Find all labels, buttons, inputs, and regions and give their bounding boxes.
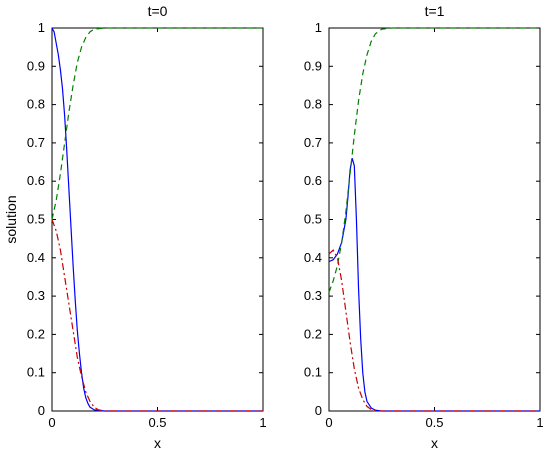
panel-right: 0 0.1 0.2 0.3 0.4 0.5 0.6 0.7 0.8 0.9 1 0 0.5 1 t=1 x (304, 3, 544, 451)
x-tick-label: 0.5 (148, 415, 166, 430)
panel-left: 0 0.1 0.2 0.3 0.4 0.5 0.6 0.7 0.8 0.9 1 0 0.5 1 t=0 x so… (3, 3, 267, 451)
y-tick-label: 0.8 (304, 97, 322, 112)
x-tick-label: 0 (325, 415, 332, 430)
y-tick-label: 0.5 (304, 212, 322, 227)
series-line-3 (51, 219, 263, 412)
y-tick-label: 0.2 (27, 326, 45, 341)
chart-title: t=1 (425, 3, 445, 19)
y-tick-label: 1 (38, 20, 45, 35)
x-tick-label: 1 (259, 415, 266, 430)
x-tick-label: 0 (48, 415, 55, 430)
y-tick-label: 0.9 (27, 58, 45, 73)
y-tick-label: 0.5 (27, 212, 45, 227)
y-tick-label: 0.4 (27, 250, 45, 265)
y-tick-label: 0.6 (304, 173, 322, 188)
y-tick-label: 0.8 (27, 97, 45, 112)
y-tick-label: 0.7 (304, 135, 322, 150)
y-tick-label: 0.1 (27, 365, 45, 380)
plot-area (51, 27, 264, 412)
series-line-2 (51, 27, 263, 220)
y-tick-label: 0.2 (304, 326, 322, 341)
x-axis-label: x (431, 435, 438, 451)
chart-title: t=0 (148, 3, 168, 19)
y-tick-label: 0.1 (304, 365, 322, 380)
y-tick-label: 0.7 (27, 135, 45, 150)
y-tick-label: 0.4 (304, 250, 322, 265)
y-tick-label: 0.3 (304, 288, 322, 303)
y-tick-label: 0.6 (27, 173, 45, 188)
y-tick-label: 1 (315, 20, 322, 35)
x-tick-label: 0.5 (425, 415, 443, 430)
y-tick-label: 0 (38, 403, 45, 418)
y-tick-label: 0.9 (304, 58, 322, 73)
series-line-3 (328, 249, 540, 412)
x-tick-label: 1 (536, 415, 543, 430)
series-line-1 (51, 27, 263, 412)
x-axis-label: x (154, 435, 161, 451)
plot-area (328, 27, 541, 412)
y-tick-label: 0.3 (27, 288, 45, 303)
y-tick-label: 0 (315, 403, 322, 418)
y-axis-label: solution (3, 195, 19, 243)
